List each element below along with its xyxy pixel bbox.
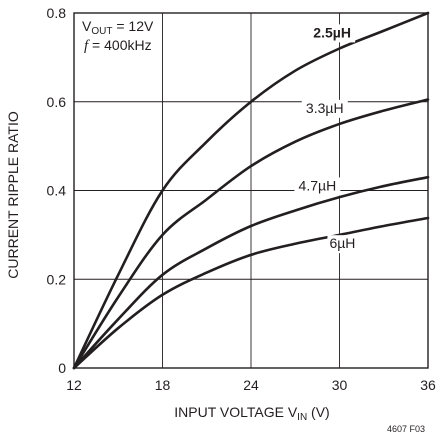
series-label-2: 3.3µH	[306, 100, 344, 116]
series-label-bg	[294, 177, 341, 196]
vout-value: = 12V	[112, 18, 154, 34]
x-axis-title-main: INPUT VOLTAGE V	[174, 404, 298, 420]
series-label-1: 2.5µH	[313, 24, 351, 40]
vout-symbol: V	[82, 18, 92, 34]
x-axis-title-unit: (V)	[307, 404, 330, 420]
curve-labels: 2.5µH 3.3µH 4.7µH 6µH	[294, 24, 358, 254]
plot-frame	[73, 12, 429, 369]
series-label-4: 6µH	[329, 235, 355, 251]
series-line-3	[72, 175, 430, 370]
x-tick-label: 30	[332, 377, 348, 393]
y-axis-title: CURRENT RIPPLE RATIO	[5, 111, 21, 279]
tick-labels: 12 18 24 30 36 0 0.2 0.4 0.6 0.8	[47, 5, 436, 393]
vout-annotation: VOUT = 12V	[82, 18, 154, 37]
x-axis-title: INPUT VOLTAGE VIN (V)	[174, 404, 329, 423]
frequency-value: = 400kHz	[88, 37, 151, 53]
series-label-bg	[327, 235, 358, 254]
y-tick-label: 0	[58, 360, 66, 376]
frequency-annotation: f = 400kHz	[84, 37, 152, 54]
y-tick-label: 0.6	[47, 94, 67, 110]
series-label-bg	[301, 99, 348, 118]
x-tick-label: 24	[243, 377, 259, 393]
x-axis-title-sub: IN	[297, 412, 307, 423]
series-label-3: 4.7µH	[299, 178, 337, 194]
figure-id: 4607 F03	[387, 424, 425, 434]
y-tick-label: 0.4	[47, 183, 67, 199]
x-tick-label: 18	[155, 377, 171, 393]
series-line-4	[72, 216, 430, 370]
x-tick-label: 36	[420, 377, 436, 393]
grid	[74, 13, 428, 368]
series-line-2	[72, 98, 430, 370]
vout-subscript: OUT	[91, 26, 112, 37]
y-tick-label: 0.2	[47, 271, 67, 287]
series-label-bg	[309, 24, 356, 43]
series-line-1	[72, 11, 430, 370]
series-layer	[72, 11, 430, 370]
frequency-symbol: f	[84, 38, 90, 54]
x-tick-label: 12	[66, 377, 82, 393]
y-tick-label: 0.8	[47, 5, 67, 21]
